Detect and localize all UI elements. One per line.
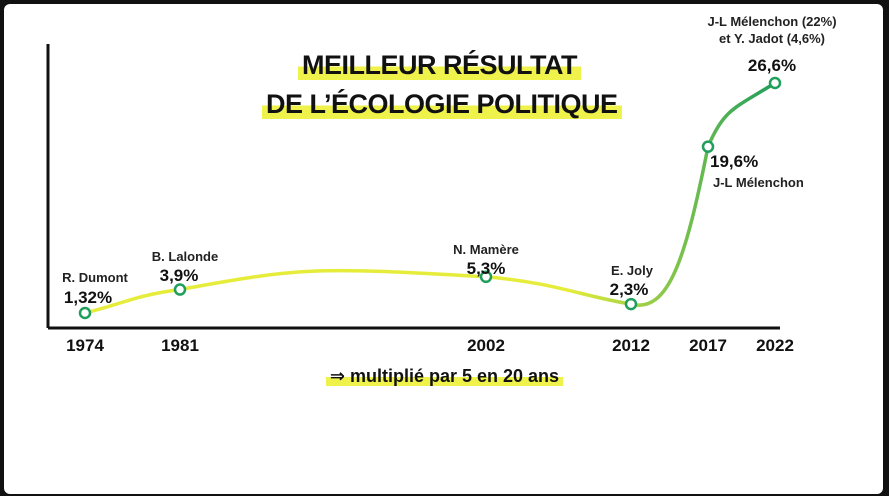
x-tick-label: 1974 xyxy=(66,336,104,355)
slide xyxy=(4,4,883,494)
data-point xyxy=(173,283,187,296)
value-label: 3,9% xyxy=(160,266,199,285)
candidate-label: R. Dumont xyxy=(62,270,128,285)
x-tick-label: 2017 xyxy=(689,336,727,355)
candidate-label: E. Joly xyxy=(611,263,654,278)
x-tick-label: 2022 xyxy=(756,336,794,355)
chart-title-line-1: MEILLEUR RÉSULTAT xyxy=(298,50,581,80)
value-label: 1,32% xyxy=(64,288,112,307)
value-label: 2,3% xyxy=(610,280,649,299)
candidate-label: J-L Mélenchon (22%) xyxy=(707,14,836,29)
candidate-label: N. Mamère xyxy=(453,242,519,257)
value-label: 5,3% xyxy=(467,259,506,278)
chart-title-line-2: DE L’ÉCOLOGIE POLITIQUE xyxy=(262,89,622,119)
data-point xyxy=(624,297,638,311)
data-point xyxy=(479,270,493,284)
x-tick-label: 1981 xyxy=(161,336,199,355)
value-label: 19,6% xyxy=(710,152,758,171)
x-tick-label: 2002 xyxy=(467,336,505,355)
candidate-label: et Y. Jadot (4,6%) xyxy=(719,31,825,46)
footnote: ⇒ multiplié par 5 en 20 ans xyxy=(0,366,889,387)
value-label: 26,6% xyxy=(748,56,796,75)
data-point xyxy=(78,306,92,320)
data-point xyxy=(701,140,715,153)
candidate-label: B. Lalonde xyxy=(152,249,218,264)
x-tick-label: 2012 xyxy=(612,336,650,355)
candidate-label: J-L Mélenchon xyxy=(713,175,804,190)
data-point xyxy=(768,76,782,90)
